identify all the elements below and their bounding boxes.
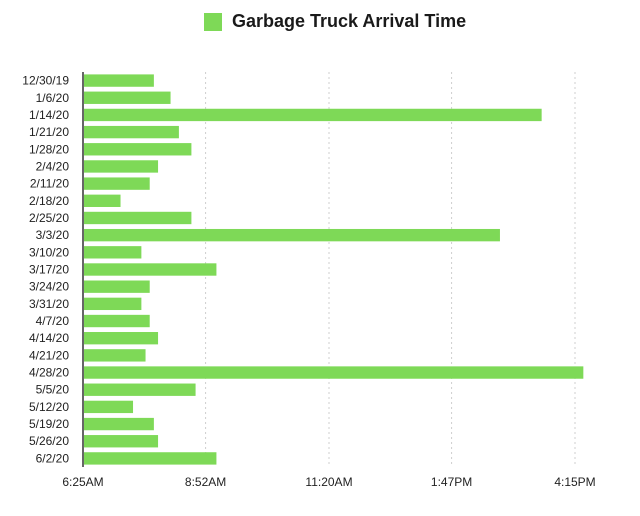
y-tick-label: 1/14/20 xyxy=(29,108,69,122)
y-tick-label: 5/12/20 xyxy=(29,400,69,414)
bar xyxy=(84,228,500,242)
bar xyxy=(84,280,150,293)
y-tick-label: 4/7/20 xyxy=(36,314,70,328)
y-tick-label: 3/10/20 xyxy=(29,245,69,259)
y-tick-label: 12/30/19 xyxy=(22,74,69,88)
bar xyxy=(84,349,146,362)
bar xyxy=(84,314,150,328)
y-tick-label: 5/26/20 xyxy=(29,434,69,448)
y-tick-label: 4/14/20 xyxy=(29,331,69,345)
y-tick-label: 2/11/20 xyxy=(30,177,69,191)
bar xyxy=(84,383,196,396)
bar xyxy=(84,143,192,156)
bar xyxy=(84,177,150,190)
x-tick-label: 6:25AM xyxy=(62,475,103,489)
bar xyxy=(84,125,179,139)
bar xyxy=(84,211,192,225)
y-tick-label: 3/17/20 xyxy=(29,263,69,277)
y-tick-label: 4/21/20 xyxy=(29,348,69,362)
y-tick-label: 1/21/20 xyxy=(29,125,69,139)
bar xyxy=(84,332,159,345)
x-tick-label: 1:47PM xyxy=(431,475,472,489)
y-tick-label: 3/24/20 xyxy=(29,280,69,294)
y-tick-label: 2/4/20 xyxy=(36,159,70,173)
bar xyxy=(84,417,154,431)
bar xyxy=(84,400,134,414)
y-tick-label: 5/19/20 xyxy=(29,417,69,431)
y-tick-label: 4/28/20 xyxy=(29,366,69,380)
y-tick-label: 6/2/20 xyxy=(36,451,70,465)
bar xyxy=(84,366,584,379)
y-tick-label: 2/25/20 xyxy=(29,211,69,225)
y-tick-label: 1/28/20 xyxy=(29,142,69,156)
x-tick-label: 8:52AM xyxy=(185,475,226,489)
bar xyxy=(84,246,142,259)
bar xyxy=(84,108,542,122)
bar xyxy=(84,435,159,448)
y-tick-label: 3/31/20 xyxy=(29,297,69,311)
y-tick-label: 1/6/20 xyxy=(36,91,70,105)
bar xyxy=(84,91,171,104)
x-tick-label: 4:15PM xyxy=(554,475,595,489)
bar xyxy=(84,160,159,173)
y-tick-label: 2/18/20 xyxy=(29,194,69,208)
x-tick-label: 11:20AM xyxy=(305,475,352,489)
bar xyxy=(84,452,217,465)
bar xyxy=(84,74,154,87)
legend-label: Garbage Truck Arrival Time xyxy=(232,11,467,31)
bar xyxy=(84,263,217,276)
y-tick-label: 5/5/20 xyxy=(36,383,70,397)
bar xyxy=(84,194,121,207)
y-tick-label: 3/3/20 xyxy=(36,228,70,242)
bar xyxy=(84,297,142,311)
legend-swatch xyxy=(204,13,222,31)
